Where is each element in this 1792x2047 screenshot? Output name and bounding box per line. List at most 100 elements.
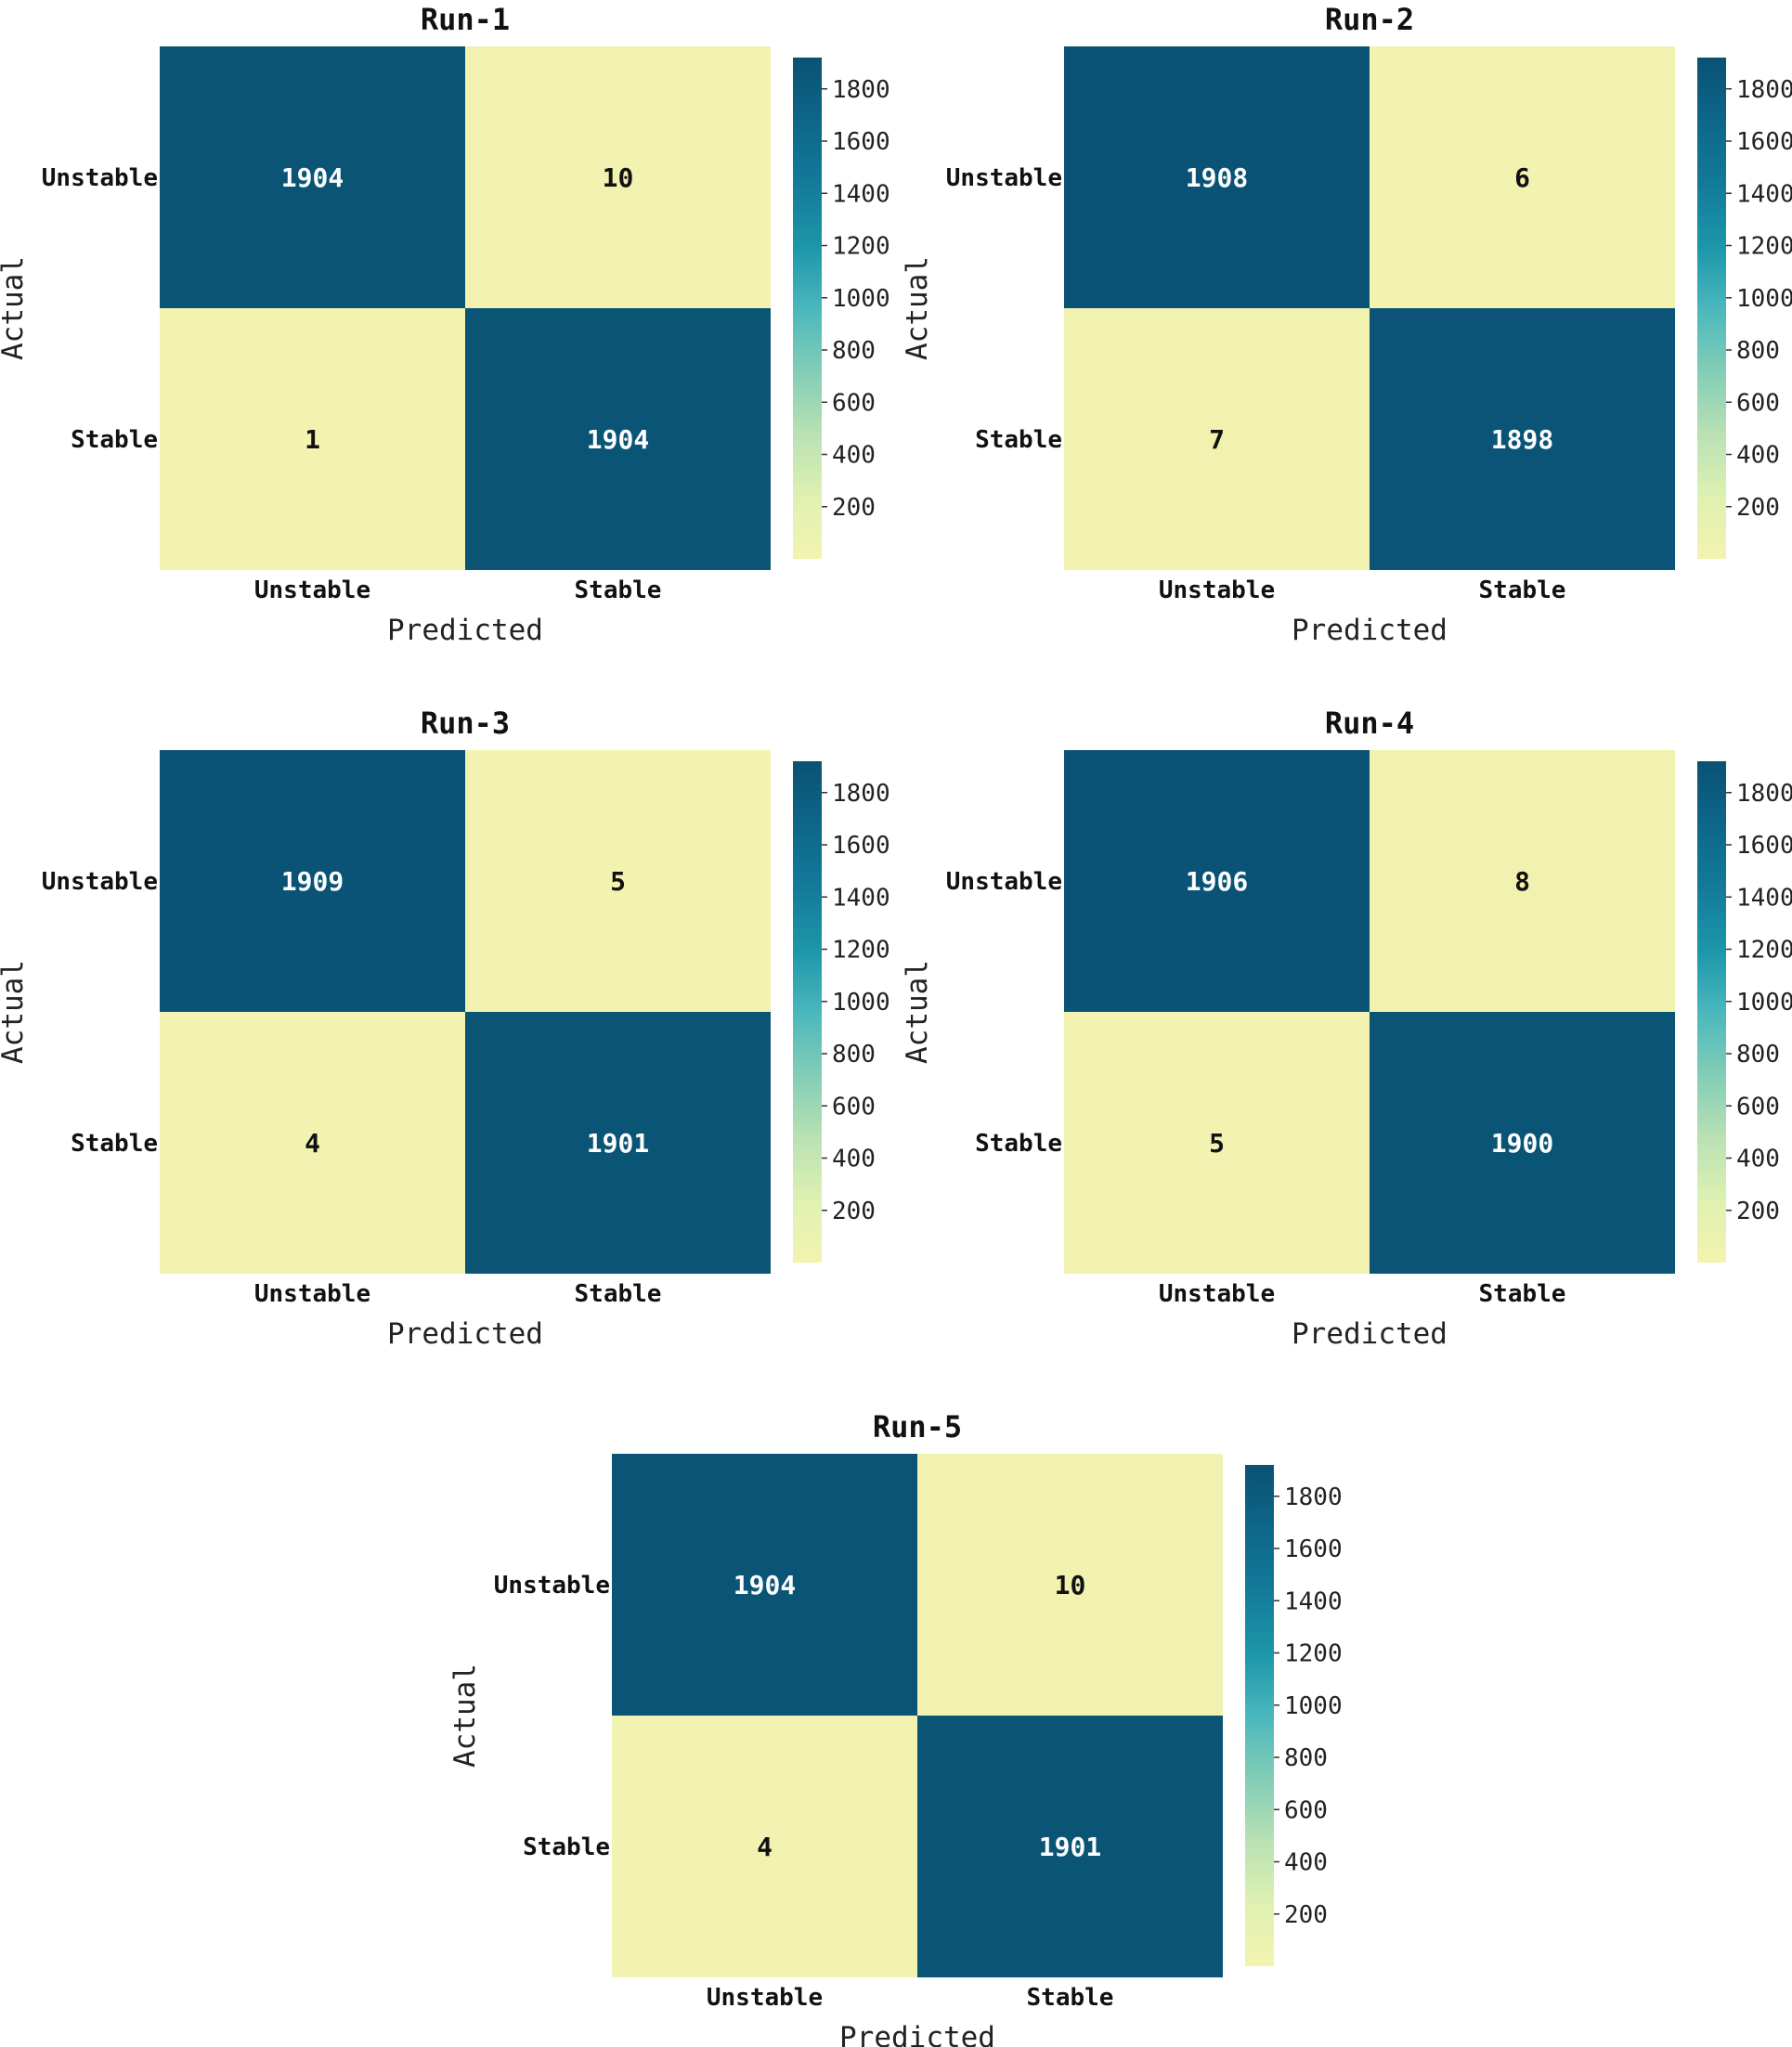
- chart-run-4: Run-4 1906 8 5 1900 Unstable Stable Unstable Sta…: [901, 706, 1792, 1351]
- x-tick-label: Stable: [1479, 577, 1566, 604]
- x-tick-label: Stable: [575, 1280, 662, 1308]
- x-tick-label: Stable: [1479, 1280, 1566, 1308]
- cell-value-label: 1908: [1186, 162, 1248, 193]
- heatmap-cell: [1064, 46, 1370, 308]
- heatmap-cell: [1370, 46, 1675, 308]
- colorbar-tick-label: 1000: [1736, 285, 1792, 313]
- colorbar: [1245, 1465, 1274, 1966]
- y-tick-label: Unstable: [494, 1572, 610, 1600]
- x-tick-label: Stable: [575, 577, 662, 604]
- colorbar: [1697, 58, 1726, 559]
- colorbar-tick-label: 400: [832, 1146, 876, 1173]
- heatmap-cell: [1370, 750, 1675, 1012]
- colorbar-tick-label: 1000: [832, 285, 890, 313]
- heatmap-cell: [917, 1716, 1223, 1977]
- colorbar-tick-label: 600: [1736, 389, 1780, 417]
- y-axis-label: Actual: [0, 256, 30, 360]
- colorbar-tick-label: 800: [1284, 1744, 1328, 1772]
- heatmap-cell: [465, 46, 771, 308]
- colorbar-tick-label: 800: [832, 337, 876, 365]
- cell-value-label: 7: [1209, 424, 1225, 455]
- colorbar-tick-label: 1000: [1284, 1692, 1343, 1720]
- x-axis-label: Predicted: [387, 1317, 543, 1351]
- colorbar-tick-label: 1800: [1284, 1483, 1343, 1511]
- cell-value-label: 1: [305, 424, 320, 455]
- chart-run-3: Run-3 1909 5 4 1901 Unstable Stable Unstable Sta…: [0, 706, 890, 1351]
- colorbar-tick-label: 400: [1736, 442, 1780, 470]
- heatmap-cell: [1370, 308, 1675, 570]
- y-axis-label: Actual: [901, 960, 934, 1064]
- colorbar-tick-label: 200: [832, 1198, 876, 1225]
- heatmap-cell: [160, 750, 465, 1012]
- cell-value-label: 8: [1514, 866, 1530, 897]
- colorbar-tick-label: 800: [1736, 1041, 1780, 1069]
- y-axis-label: Actual: [448, 1664, 482, 1768]
- colorbar-tick-label: 1600: [832, 128, 890, 156]
- cell-value-label: 1901: [1039, 1832, 1101, 1862]
- colorbar-tick-label: 1400: [1284, 1587, 1343, 1615]
- y-tick-label: Stable: [975, 1130, 1062, 1158]
- colorbar-tick-label: 400: [832, 442, 876, 470]
- cell-value-label: 1898: [1491, 424, 1553, 455]
- colorbar-tick-label: 1200: [832, 233, 890, 261]
- heatmap-cell: [160, 46, 465, 308]
- cell-value-label: 1901: [587, 1128, 649, 1159]
- cell-value-label: 6: [1514, 162, 1530, 193]
- colorbar-tick-label: 1000: [832, 989, 890, 1017]
- colorbar-tick-label: 200: [1736, 1198, 1780, 1225]
- colorbar-tick-label: 600: [832, 389, 876, 417]
- cell-value-label: 1909: [281, 866, 344, 897]
- colorbar-tick-label: 1600: [832, 832, 890, 860]
- heatmap-cell: [1064, 1012, 1370, 1274]
- colorbar-tick-label: 600: [1284, 1796, 1328, 1824]
- chart-title: Run-4: [1325, 706, 1414, 741]
- colorbar-tick-label: 1200: [1736, 937, 1792, 965]
- x-axis-label: Predicted: [1292, 614, 1448, 647]
- x-tick-label: Unstable: [254, 577, 370, 604]
- colorbar-tick-label: 400: [1284, 1849, 1328, 1877]
- x-axis-label: Predicted: [387, 614, 543, 647]
- colorbar: [793, 761, 822, 1263]
- chart-title: Run-5: [873, 1409, 962, 1445]
- x-tick-label: Unstable: [1159, 1280, 1275, 1308]
- colorbar-tick-label: 800: [1736, 337, 1780, 365]
- colorbar-tick-label: 1800: [1736, 76, 1792, 104]
- cell-value-label: 1904: [587, 424, 649, 455]
- chart-run-1: Run-1 1904 10 1 1904 Unstable Stable Unstable St…: [0, 2, 890, 647]
- colorbar-tick-label: 1400: [1736, 884, 1792, 912]
- colorbar-tick-label: 1600: [1736, 832, 1792, 860]
- colorbar: [793, 58, 822, 559]
- heatmap-cell: [465, 750, 771, 1012]
- y-tick-label: Unstable: [42, 868, 158, 896]
- cell-value-label: 10: [603, 162, 634, 193]
- colorbar-tick-label: 1200: [832, 937, 890, 965]
- cell-value-label: 4: [757, 1832, 773, 1862]
- heatmap-cell: [160, 1012, 465, 1274]
- colorbar-tick-label: 1800: [832, 76, 890, 104]
- colorbar-tick-label: 1000: [1736, 989, 1792, 1017]
- heatmap-cell: [612, 1454, 917, 1716]
- x-axis-label: Predicted: [1292, 1317, 1448, 1351]
- colorbar-tick-label: 200: [1284, 1901, 1328, 1929]
- heatmap-cell: [612, 1716, 917, 1977]
- heatmap-cell: [1064, 308, 1370, 570]
- colorbar-tick-label: 200: [832, 494, 876, 522]
- heatmap-cell: [160, 308, 465, 570]
- y-tick-label: Unstable: [946, 164, 1062, 192]
- colorbar-tick-label: 600: [832, 1093, 876, 1121]
- x-tick-label: Stable: [1027, 1984, 1114, 2012]
- colorbar-tick-label: 1200: [1284, 1640, 1343, 1668]
- y-tick-label: Stable: [975, 426, 1062, 454]
- heatmap-cell: [1370, 1012, 1675, 1274]
- colorbar-tick-label: 400: [1736, 1146, 1780, 1173]
- colorbar: [1697, 761, 1726, 1263]
- colorbar-tick-label: 1600: [1736, 128, 1792, 156]
- y-tick-label: Unstable: [42, 164, 158, 192]
- chart-title: Run-2: [1325, 2, 1414, 37]
- colorbar-tick-label: 600: [1736, 1093, 1780, 1121]
- colorbar-tick-label: 1200: [1736, 233, 1792, 261]
- cell-value-label: 5: [610, 866, 626, 897]
- y-tick-label: Stable: [523, 1833, 610, 1861]
- heatmap-cell: [1064, 750, 1370, 1012]
